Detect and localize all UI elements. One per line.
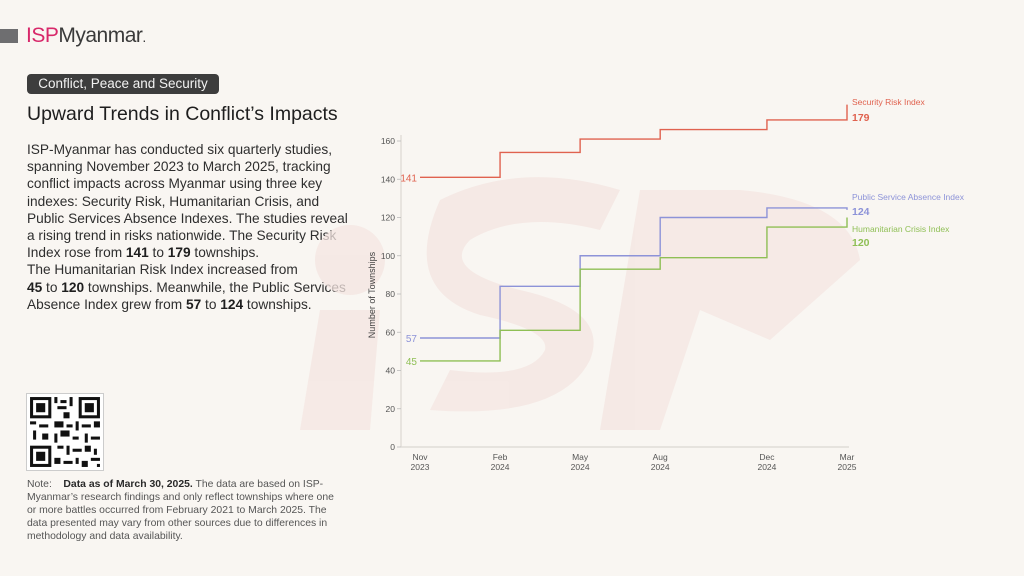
note-label: Note: xyxy=(27,479,52,490)
logo-isp: ISP xyxy=(26,24,59,47)
x-tick-label-month: Aug xyxy=(653,452,668,462)
axes: 020406080100120140160Nov2023Feb2024May20… xyxy=(381,135,857,472)
text-run: The Humanitarian Risk Index increased fr… xyxy=(27,262,298,278)
series-name-label: Security Risk Index xyxy=(852,97,925,107)
series-name-label: Humanitarian Crisis Index xyxy=(852,224,950,234)
security-from: 141 xyxy=(125,245,149,261)
text-run: ISP-Myanmar has conducted six quarterly … xyxy=(27,142,348,261)
text-run: to xyxy=(201,296,221,312)
series-end-label: 120 xyxy=(852,237,870,249)
series-end-label: 179 xyxy=(852,112,870,124)
logo-bar xyxy=(0,29,18,43)
series-end-label: 124 xyxy=(852,206,870,218)
page-title: Upward Trends in Conflict’s Impacts xyxy=(27,103,338,125)
brand-logo: ISPMyanmar. xyxy=(26,24,146,48)
y-tick-label: 60 xyxy=(386,327,396,337)
qr-code-icon[interactable] xyxy=(26,393,104,471)
text-run: townships. Meanwhile, the Public Service… xyxy=(27,279,346,312)
logo-name: Myanmar xyxy=(58,24,143,47)
y-tick-label: 0 xyxy=(390,442,395,452)
x-tick-label-month: Feb xyxy=(493,452,508,462)
humanitarian-to: 120 xyxy=(61,279,85,295)
series-name-label: Public Service Absence Index xyxy=(852,192,965,202)
text-run: to xyxy=(148,245,168,261)
series-start-label: 141 xyxy=(400,173,417,184)
y-axis-label: Number of Townships xyxy=(367,251,377,338)
x-tick-label-month: Mar xyxy=(840,452,855,462)
y-tick-label: 160 xyxy=(381,136,395,146)
y-tick-label: 100 xyxy=(381,251,395,261)
y-tick-label: 80 xyxy=(386,289,396,299)
public-from: 57 xyxy=(186,296,202,312)
series-line-1 xyxy=(420,207,848,339)
logo-dot: . xyxy=(142,29,146,45)
x-tick-label-year: 2024 xyxy=(757,462,776,472)
y-tick-label: 140 xyxy=(381,174,395,184)
x-tick-label-year: 2024 xyxy=(491,462,510,472)
text-run: townships. xyxy=(190,245,260,261)
text-run: townships. xyxy=(243,296,312,312)
public-to: 124 xyxy=(220,296,244,312)
security-to: 179 xyxy=(167,245,191,261)
series-start-label: 57 xyxy=(406,334,418,345)
series-line-2 xyxy=(420,217,848,362)
x-tick-label-year: 2024 xyxy=(651,462,670,472)
x-tick-label-month: May xyxy=(572,452,589,462)
watermark xyxy=(300,177,860,430)
x-tick-label-year: 2023 xyxy=(411,462,430,472)
note-text: The data are based on ISP-Myanmar’s rese… xyxy=(27,479,334,542)
y-tick-label: 120 xyxy=(381,213,395,223)
x-tick-label-year: 2024 xyxy=(571,462,590,472)
summary-text: ISP-Myanmar has conducted six quarterly … xyxy=(27,141,357,313)
series-line-0 xyxy=(420,104,848,179)
x-tick-label-month: Dec xyxy=(759,452,775,462)
x-tick-label-year: 2025 xyxy=(838,462,857,472)
y-tick-label: 20 xyxy=(386,404,396,414)
text-run: to xyxy=(42,279,62,295)
series-start-label: 45 xyxy=(406,357,418,368)
footnote: Note: Data as of March 30, 2025. The dat… xyxy=(27,478,337,543)
note-date: Data as of March 30, 2025. xyxy=(63,479,193,490)
qr-pattern xyxy=(27,394,103,470)
category-tag: Conflict, Peace and Security xyxy=(27,74,219,94)
series-group: 141 Security Risk Index 179 57 Public Servic… xyxy=(400,97,964,368)
humanitarian-from: 45 xyxy=(27,279,43,295)
x-tick-label-month: Nov xyxy=(412,452,428,462)
y-tick-label: 40 xyxy=(386,366,396,376)
